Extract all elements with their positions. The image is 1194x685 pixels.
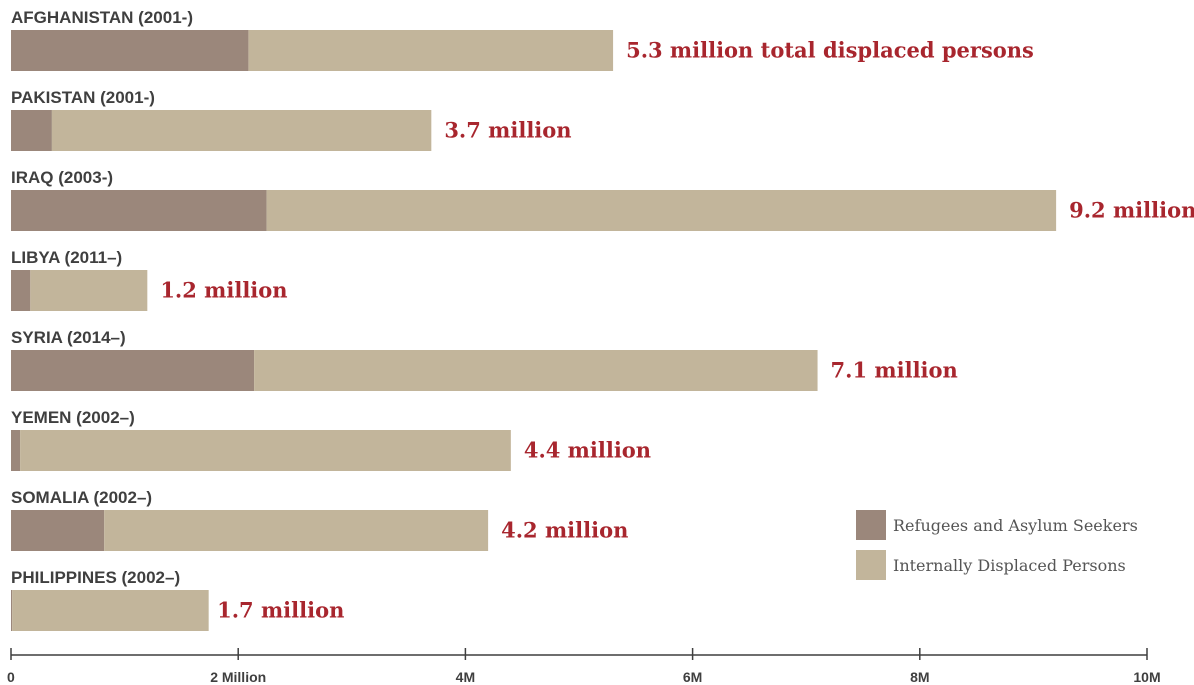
category-label: LIBYA (2011–) [11,248,122,267]
x-tick-label: 6M [683,669,702,685]
total-label: 7.1 million [831,358,958,383]
bar-internally-displaced [51,110,432,151]
bar-internally-displaced [248,30,614,71]
legend-swatch-internally-displaced [856,550,886,580]
total-label: 5.3 million total displaced persons [626,38,1034,63]
total-label: 9.2 million [1069,198,1194,223]
category-label: PAKISTAN (2001-) [11,88,155,107]
x-tick-label: 10M [1133,669,1160,685]
bar-refugees [11,110,52,151]
bar-refugees [11,190,267,231]
x-tick-label: 4M [456,669,475,685]
x-tick-label: 2 Million [210,669,266,685]
legend: Refugees and Asylum Seekers Internally Di… [856,510,1138,580]
category-label: IRAQ (2003-) [11,168,113,187]
x-axis: 0 2 Million 4M 6M 8M 10M [7,648,1161,685]
bar-internally-displaced [104,510,489,551]
bar-internally-displaced [30,270,148,311]
category-label: AFGHANISTAN (2001-) [11,8,193,27]
legend-label: Refugees and Asylum Seekers [893,516,1138,535]
bar-refugees [11,350,255,391]
legend-swatch-refugees [856,510,886,540]
bar-internally-displaced [266,190,1057,231]
legend-label: Internally Displaced Persons [893,556,1126,575]
bar-refugees [11,510,105,551]
x-tick-label: 0 [7,669,15,685]
bar-internally-displaced [12,590,209,631]
bar-internally-displaced [20,430,511,471]
total-label: 1.7 million [217,598,344,623]
total-label: 4.2 million [501,518,628,543]
bar-refugees [11,270,31,311]
bar-refugees [11,30,249,71]
category-label: SOMALIA (2002–) [11,488,152,507]
x-tick-label: 8M [910,669,929,685]
bar-refugees [11,430,21,471]
bar-internally-displaced [254,350,818,391]
category-label: PHILIPPINES (2002–) [11,568,180,587]
category-label: SYRIA (2014–) [11,328,126,347]
bars-layer: AFGHANISTAN (2001-) 5.3 million total dis… [11,8,1194,631]
total-label: 3.7 million [444,118,571,143]
bar-refugees [11,590,13,631]
category-label: YEMEN (2002–) [11,408,135,427]
total-label: 4.4 million [524,438,651,463]
total-label: 1.2 million [160,278,287,303]
